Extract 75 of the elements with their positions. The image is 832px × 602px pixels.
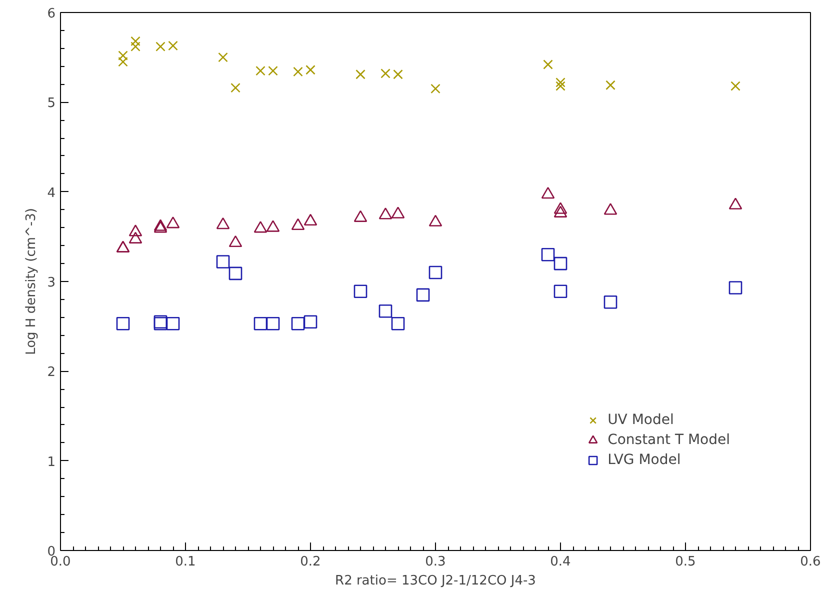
point — [304, 315, 318, 328]
x-tick-label: 0.6 — [800, 554, 821, 570]
point — [391, 206, 405, 218]
point — [556, 78, 566, 88]
point — [118, 56, 128, 67]
point — [554, 202, 568, 214]
point — [543, 60, 553, 70]
y-tick-label: 2 — [47, 365, 56, 380]
point — [391, 316, 405, 330]
point — [293, 66, 303, 77]
x-tick-label: 0.0 — [50, 554, 71, 570]
point — [428, 214, 442, 226]
x-axis-title: R2 ratio= 13CO J2-1/12CO J4-3 — [335, 574, 536, 588]
point — [556, 81, 566, 91]
point — [554, 284, 568, 298]
x-tick-label: 0.5 — [675, 554, 696, 570]
point — [541, 186, 555, 199]
point — [728, 281, 742, 294]
point — [393, 69, 403, 80]
x-tick-label: 0.2 — [300, 554, 321, 570]
point — [166, 316, 180, 330]
point — [356, 69, 366, 80]
point — [128, 232, 142, 244]
point — [291, 316, 305, 330]
x-tick-label: 0.3 — [425, 554, 446, 570]
point — [416, 288, 430, 302]
x-tick-label: 0.4 — [550, 554, 571, 570]
point — [118, 50, 128, 60]
point — [291, 218, 305, 230]
point — [266, 316, 280, 330]
point — [354, 284, 368, 298]
point — [266, 220, 280, 232]
point — [218, 52, 228, 62]
legend-label: Constant T Model — [608, 432, 730, 448]
point — [606, 80, 616, 90]
point — [354, 210, 368, 222]
y-tick-label: 3 — [47, 276, 56, 290]
point — [228, 235, 242, 248]
point — [216, 217, 230, 230]
point — [428, 266, 442, 280]
point — [306, 64, 316, 75]
y-tick-label: 5 — [47, 96, 56, 112]
y-axis-title: Log H density (cm^-3) — [24, 208, 40, 355]
point — [728, 198, 742, 210]
point — [130, 36, 140, 46]
point — [268, 66, 278, 76]
point — [380, 68, 390, 78]
point — [130, 42, 140, 52]
point — [128, 224, 142, 236]
point — [430, 84, 440, 94]
point — [604, 295, 618, 309]
point — [254, 316, 268, 330]
legend-label: LVG Model — [608, 452, 681, 468]
y-tick-label: 6 — [47, 6, 56, 22]
point — [230, 82, 240, 93]
point — [378, 208, 392, 220]
point — [378, 304, 392, 318]
point — [166, 216, 180, 228]
point — [554, 256, 568, 270]
point — [168, 40, 178, 51]
legend-label: UV Model — [608, 412, 674, 428]
point — [541, 248, 555, 262]
point — [604, 203, 618, 215]
point — [304, 214, 318, 226]
point — [256, 66, 266, 76]
point — [216, 255, 230, 268]
point — [554, 206, 568, 218]
x-tick-label: 0.1 — [175, 554, 196, 570]
point — [156, 42, 166, 52]
y-tick-label: 4 — [47, 186, 56, 201]
point — [254, 221, 268, 233]
point — [730, 81, 740, 91]
point — [228, 266, 242, 280]
y-tick-label: 1 — [47, 454, 56, 470]
point — [116, 316, 130, 330]
